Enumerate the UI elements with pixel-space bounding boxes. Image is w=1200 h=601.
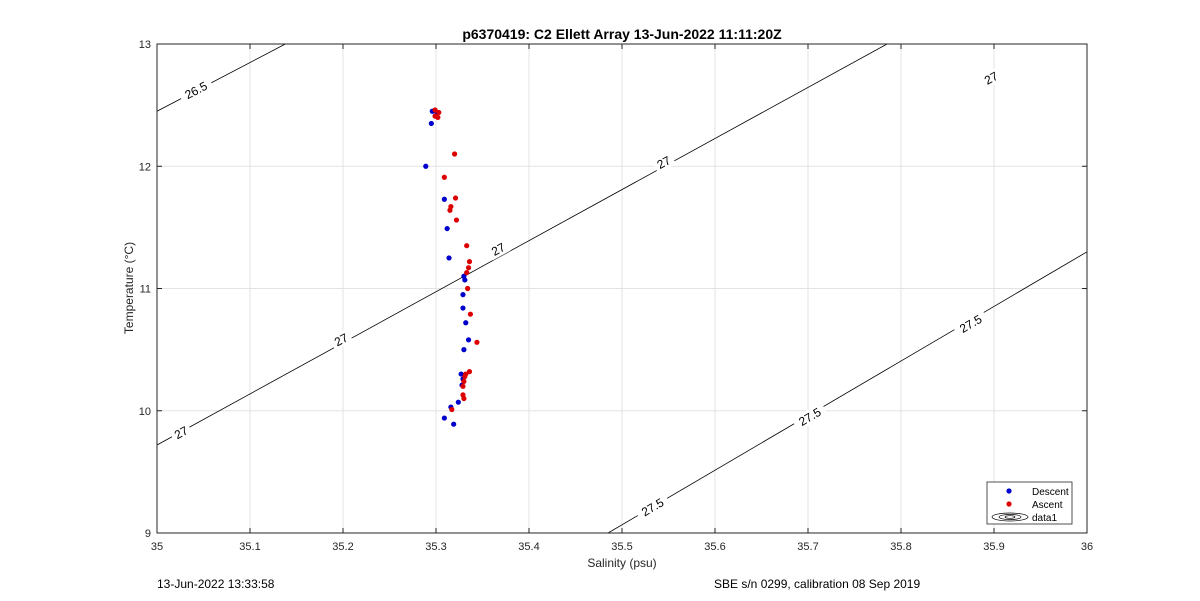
ascent-point <box>441 174 447 180</box>
legend-contour-icon <box>991 512 1029 522</box>
contour-label: 27 <box>979 67 1004 90</box>
contour-label-bg <box>791 402 829 432</box>
legend-box <box>986 481 1073 525</box>
ascent-point <box>435 114 441 120</box>
descent-point <box>458 371 464 377</box>
y-tick-label: 10 <box>139 406 151 418</box>
descent-point <box>428 120 434 127</box>
contour-label-bg <box>651 151 676 174</box>
contour-label-text: 27 <box>489 240 508 259</box>
footer-timestamp: 13-Jun-2022 13:33:58 <box>157 577 275 591</box>
contour-line-26-5 <box>157 44 286 112</box>
x-axis-title: Salinity (psu) <box>587 556 656 570</box>
chart-title: p6370419: C2 Ellett Array 13-Jun-2022 11… <box>462 26 782 42</box>
descent-point <box>423 163 429 169</box>
descent-point <box>465 337 472 343</box>
y-tick-label: 12 <box>139 161 151 173</box>
contour-label-text: 27 <box>332 330 351 349</box>
ascent-point <box>474 339 480 345</box>
legend-label-descent: Descent <box>1032 487 1069 498</box>
ascent-point <box>447 207 453 213</box>
legend-label-ascent: Ascent <box>1032 500 1063 511</box>
contour-label-bg <box>952 309 989 339</box>
ascent-point <box>432 107 438 113</box>
contour-label-bg <box>177 76 215 105</box>
descent-point <box>462 277 468 283</box>
contour-label-bg <box>329 328 354 351</box>
x-tick-label: 35.2 <box>332 541 353 553</box>
ascent-point <box>461 395 467 402</box>
x-tick-label: 35.9 <box>983 541 1004 553</box>
contour-label: 27 <box>651 151 676 174</box>
descent-point <box>461 347 467 353</box>
descent-point <box>451 421 457 427</box>
ascent-point <box>467 311 474 317</box>
x-tick-label: 35.8 <box>890 541 911 553</box>
ascent-point <box>461 378 467 385</box>
contour-label: 27 <box>329 328 354 351</box>
ascent-point <box>436 109 442 116</box>
data-points <box>423 107 480 427</box>
descent-point <box>460 305 466 311</box>
x-tick-label: 35.7 <box>797 541 818 553</box>
descent-point <box>463 320 469 326</box>
y-tick-label: 13 <box>139 39 151 51</box>
density-contours <box>157 44 1087 533</box>
x-tick-label: 36 <box>1081 541 1093 553</box>
ascent-point <box>466 369 473 375</box>
contour-label-bg <box>634 492 671 522</box>
ascent-point <box>452 151 458 157</box>
contour-label-bg <box>486 238 511 261</box>
x-tick-label: 35 <box>151 541 163 553</box>
descent-point <box>441 415 447 421</box>
ascent-point <box>462 373 468 380</box>
contour-line-27-5 <box>607 251 1087 533</box>
axis-ticks: 35 35.1 35.2 35.3 35.4 35.5 35.6 35.7 35.8 35.9 36… <box>139 39 1093 553</box>
descent-point <box>446 255 452 261</box>
ascent-point <box>449 406 455 413</box>
contour-label-text: 27 <box>982 69 1001 88</box>
descent-point <box>455 399 461 405</box>
ascent-point <box>452 195 459 201</box>
ascent-point <box>460 383 466 389</box>
legend-marker-descent <box>1006 488 1012 494</box>
ascent-point <box>465 265 472 271</box>
descent-point <box>444 225 450 232</box>
contour-label: 27 <box>486 238 511 261</box>
legend: Descent Ascent data1 <box>986 481 1073 525</box>
contour-label-bg <box>979 67 1004 90</box>
x-tick-label: 35.3 <box>425 541 446 553</box>
contour-line-27 <box>157 44 888 446</box>
x-tick-label: 35.4 <box>518 541 539 553</box>
y-axis-title: Temperature (°C) <box>122 242 136 334</box>
ascent-point <box>453 217 460 223</box>
contour-label-text: 27 <box>172 423 191 442</box>
legend-marker-ascent <box>1006 501 1012 507</box>
ascent-point <box>465 285 471 292</box>
x-tick-label: 35.1 <box>239 541 260 553</box>
contour-label-bg <box>169 421 194 444</box>
contour-label-text: 27 <box>655 153 674 172</box>
x-tick-label: 35.6 <box>704 541 725 553</box>
ascent-point <box>464 270 470 276</box>
y-tick-label: 11 <box>140 284 151 296</box>
footer-calibration: SBE s/n 0299, calibration 08 Sep 2019 <box>714 577 921 591</box>
x-tick-label: 35.5 <box>611 541 632 553</box>
y-tick-label: 9 <box>145 528 151 540</box>
contour-label: 27 <box>169 421 194 444</box>
ascent-point <box>464 243 470 249</box>
legend-label-data1: data1 <box>1032 513 1057 524</box>
descent-point <box>441 196 447 202</box>
ascent-point <box>466 259 473 265</box>
descent-point <box>460 292 466 298</box>
